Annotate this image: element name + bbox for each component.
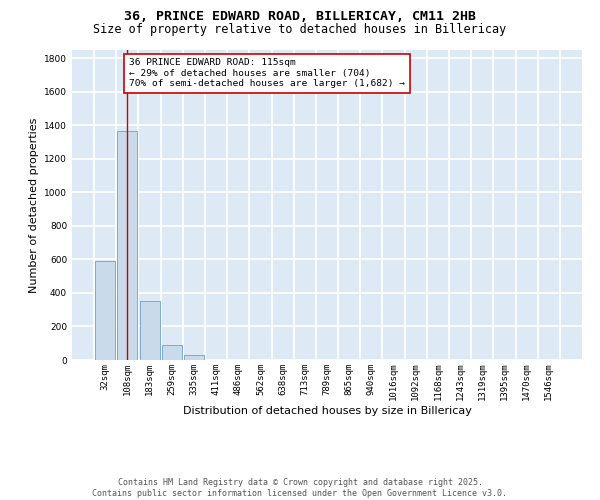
Text: 36 PRINCE EDWARD ROAD: 115sqm
← 29% of detached houses are smaller (704)
70% of : 36 PRINCE EDWARD ROAD: 115sqm ← 29% of d… bbox=[129, 58, 405, 88]
Bar bbox=[162, 345, 182, 360]
Bar bbox=[95, 261, 115, 360]
Y-axis label: Number of detached properties: Number of detached properties bbox=[29, 118, 38, 292]
Text: Size of property relative to detached houses in Billericay: Size of property relative to detached ho… bbox=[94, 22, 506, 36]
Bar bbox=[118, 132, 137, 360]
X-axis label: Distribution of detached houses by size in Billericay: Distribution of detached houses by size … bbox=[182, 406, 472, 416]
Text: 36, PRINCE EDWARD ROAD, BILLERICAY, CM11 2HB: 36, PRINCE EDWARD ROAD, BILLERICAY, CM11… bbox=[124, 10, 476, 23]
Bar bbox=[184, 355, 204, 360]
Bar bbox=[140, 300, 160, 360]
Text: Contains HM Land Registry data © Crown copyright and database right 2025.
Contai: Contains HM Land Registry data © Crown c… bbox=[92, 478, 508, 498]
